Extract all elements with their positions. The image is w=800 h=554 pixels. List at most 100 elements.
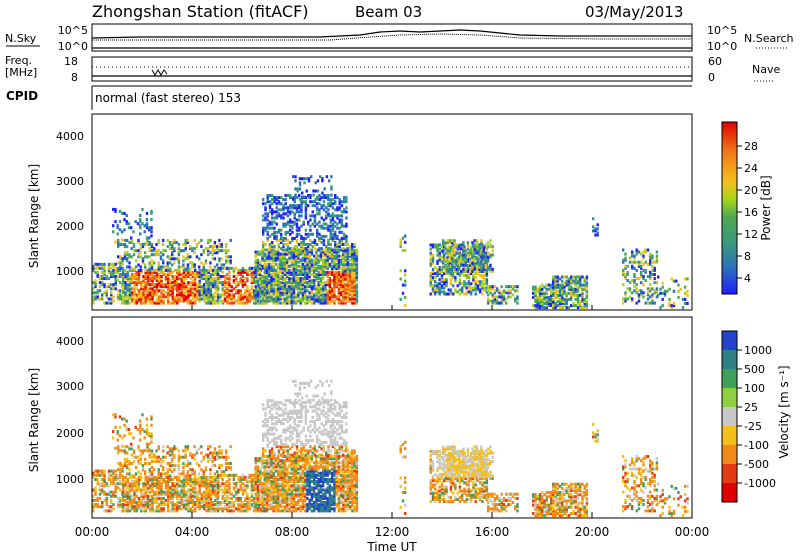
- velocity-cell: [164, 486, 168, 490]
- power-cell: [324, 254, 327, 258]
- power-cell: [292, 291, 296, 295]
- velocity-cell: [126, 494, 129, 498]
- power-cell: [144, 263, 147, 267]
- velocity-cell: [173, 505, 177, 509]
- velocity-cell: [162, 472, 165, 476]
- power-cell: [313, 241, 317, 244]
- velocity-cell: [212, 501, 215, 504]
- power-cell: [447, 272, 450, 276]
- power-cell: [288, 285, 291, 289]
- power-cell: [164, 295, 168, 299]
- power-cell: [173, 247, 176, 251]
- power-cell: [128, 279, 132, 283]
- velocity-cell: [198, 501, 201, 504]
- power-cell: [585, 285, 589, 289]
- velocity-cell: [209, 468, 212, 472]
- power-cell: [558, 283, 562, 287]
- power-cell: [219, 275, 222, 278]
- power-cell: [198, 289, 201, 293]
- velocity-cell: [193, 472, 196, 476]
- velocity-cell: [92, 473, 95, 477]
- power-cell: [212, 283, 215, 287]
- power-cell: [121, 243, 124, 246]
- power-cell: [579, 285, 582, 289]
- power-cell: [340, 222, 344, 226]
- power-cell: [259, 301, 263, 305]
- velocity-cell: [132, 451, 136, 455]
- power-cell: [235, 291, 238, 295]
- power-cell: [635, 252, 638, 256]
- power-cell: [466, 245, 470, 249]
- power-cell: [196, 295, 199, 299]
- power-cell: [306, 273, 309, 276]
- power-cell: [200, 273, 204, 276]
- power-cell: [294, 187, 297, 191]
- velocity-cell: [137, 498, 141, 502]
- power-cell: [218, 259, 221, 263]
- power-cell: [295, 238, 299, 242]
- power-cell: [295, 252, 298, 256]
- power-cell: [446, 253, 449, 257]
- power-cell: [480, 261, 483, 265]
- power-cell: [331, 260, 334, 264]
- power-cell: [126, 283, 129, 287]
- power-cell: [462, 269, 465, 273]
- power-cell: [326, 295, 329, 299]
- velocity-cell: [124, 498, 127, 502]
- power-cell: [333, 283, 336, 287]
- power-cell: [139, 218, 142, 222]
- velocity-cell: [200, 480, 204, 484]
- power-cell: [480, 239, 483, 243]
- power-cell: [476, 251, 480, 255]
- power-cell: [96, 273, 99, 276]
- power-cell: [250, 275, 254, 278]
- power-cell: [127, 222, 131, 226]
- power-cell: [353, 270, 356, 274]
- velocity-cell: [133, 498, 136, 502]
- velocity-cell: [198, 464, 201, 468]
- power-cell: [340, 279, 343, 283]
- power-cell: [297, 273, 300, 276]
- power-cell: [107, 277, 111, 281]
- velocity-cell: [173, 464, 176, 468]
- power-cell: [239, 279, 242, 283]
- power-cell: [268, 291, 271, 295]
- power-cell: [317, 287, 320, 291]
- power-cell: [259, 279, 262, 283]
- power-cell: [576, 285, 580, 289]
- velocity-cell: [180, 486, 183, 490]
- power-cell: [131, 291, 134, 295]
- power-cell: [511, 287, 515, 291]
- power-cell: [342, 263, 345, 267]
- power-cell: [124, 273, 127, 276]
- velocity-cell: [142, 484, 145, 488]
- power-cell: [649, 254, 652, 258]
- power-cell: [268, 268, 271, 272]
- power-cell: [308, 277, 311, 281]
- power-cell: [194, 285, 197, 289]
- power-cell: [155, 270, 159, 274]
- power-cell: [301, 268, 305, 272]
- power-cell: [500, 295, 503, 299]
- power-cell: [318, 232, 321, 236]
- power-cell: [306, 301, 309, 305]
- power-cell: [576, 293, 580, 297]
- power-cell: [248, 268, 251, 272]
- power-cell: [117, 255, 120, 259]
- power-cell: [209, 287, 213, 291]
- power-cell: [96, 289, 99, 293]
- power-cell: [460, 253, 463, 257]
- power-cell: [253, 297, 256, 301]
- power-cell: [241, 301, 245, 305]
- velocity-cell: [151, 505, 154, 509]
- power-cell: [124, 277, 127, 281]
- power-cell: [554, 287, 557, 291]
- power-cell: [337, 254, 341, 258]
- power-cell: [177, 261, 181, 265]
- power-cell: [275, 202, 278, 206]
- velocity-cell: [149, 507, 152, 511]
- power-cell: [327, 214, 330, 218]
- power-cell: [543, 302, 546, 305]
- velocity-cell: [184, 449, 187, 453]
- power-cell: [471, 265, 474, 269]
